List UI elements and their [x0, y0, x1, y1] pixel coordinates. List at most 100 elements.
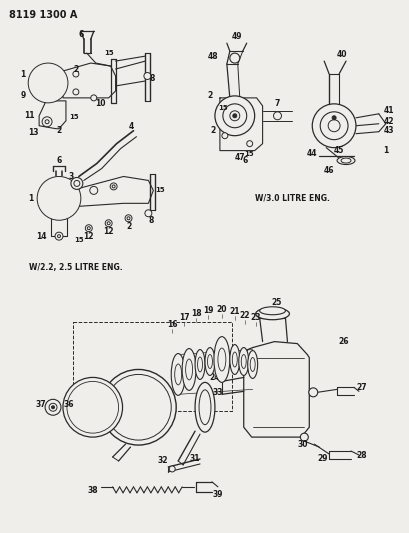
- Text: 15: 15: [155, 188, 165, 193]
- Text: 3: 3: [68, 172, 73, 181]
- Text: 16: 16: [166, 320, 177, 329]
- Circle shape: [169, 466, 175, 472]
- Text: 15: 15: [103, 50, 113, 56]
- Text: 15: 15: [74, 237, 83, 243]
- Text: 6: 6: [56, 156, 61, 165]
- Circle shape: [63, 377, 122, 437]
- Circle shape: [246, 141, 252, 147]
- Circle shape: [74, 181, 80, 187]
- Circle shape: [105, 220, 112, 227]
- Text: 35: 35: [95, 403, 106, 412]
- Ellipse shape: [207, 354, 212, 368]
- Text: 47: 47: [234, 153, 245, 162]
- Ellipse shape: [37, 176, 81, 220]
- Text: 10: 10: [95, 99, 106, 108]
- Circle shape: [229, 53, 239, 63]
- Ellipse shape: [229, 345, 239, 375]
- Circle shape: [39, 179, 79, 218]
- Text: 19: 19: [202, 306, 213, 315]
- Text: 2: 2: [207, 91, 212, 100]
- Text: 29: 29: [316, 455, 327, 464]
- Circle shape: [89, 403, 97, 411]
- Ellipse shape: [255, 308, 289, 320]
- Ellipse shape: [195, 382, 214, 432]
- Circle shape: [214, 96, 254, 136]
- Text: 49: 49: [231, 31, 241, 41]
- Text: 43: 43: [382, 126, 393, 135]
- Text: 34: 34: [90, 425, 101, 434]
- Text: 20: 20: [216, 305, 227, 314]
- Ellipse shape: [217, 348, 225, 371]
- Circle shape: [53, 192, 65, 204]
- Circle shape: [232, 114, 236, 118]
- Text: 4: 4: [128, 122, 134, 131]
- Text: 30: 30: [297, 440, 307, 449]
- Text: 15: 15: [243, 151, 253, 157]
- Ellipse shape: [171, 353, 185, 395]
- Circle shape: [308, 388, 317, 397]
- Text: 1: 1: [29, 194, 34, 203]
- Circle shape: [37, 72, 59, 94]
- Circle shape: [111, 381, 165, 434]
- Ellipse shape: [28, 63, 68, 103]
- Circle shape: [144, 72, 151, 79]
- Circle shape: [136, 405, 141, 410]
- Text: 8: 8: [148, 216, 154, 225]
- Circle shape: [67, 382, 118, 433]
- Text: 14: 14: [36, 232, 46, 241]
- Text: 8: 8: [149, 75, 155, 84]
- Text: 8119 1300 A: 8119 1300 A: [9, 10, 78, 20]
- Ellipse shape: [232, 352, 237, 367]
- Ellipse shape: [174, 364, 181, 385]
- Text: 39: 39: [212, 490, 222, 499]
- Text: 2: 2: [210, 126, 215, 135]
- Text: 23: 23: [250, 313, 260, 322]
- Circle shape: [55, 232, 63, 240]
- Text: 11: 11: [24, 111, 34, 120]
- Circle shape: [122, 391, 154, 423]
- Text: 25: 25: [271, 298, 281, 308]
- Text: 15: 15: [69, 114, 79, 120]
- Circle shape: [83, 397, 102, 417]
- Text: 42: 42: [382, 117, 393, 126]
- Text: 1: 1: [382, 146, 387, 155]
- Circle shape: [221, 133, 227, 139]
- Text: 13: 13: [28, 128, 38, 137]
- Text: 22: 22: [239, 311, 249, 320]
- Circle shape: [331, 116, 335, 120]
- Circle shape: [319, 112, 347, 140]
- Circle shape: [87, 227, 90, 230]
- Circle shape: [229, 111, 239, 121]
- Circle shape: [56, 196, 61, 201]
- Circle shape: [46, 81, 50, 85]
- Circle shape: [90, 187, 97, 195]
- Text: 7: 7: [274, 99, 279, 108]
- Circle shape: [42, 117, 52, 127]
- Text: 28: 28: [356, 450, 366, 459]
- Text: 38: 38: [87, 486, 98, 495]
- Text: 46: 46: [323, 166, 334, 175]
- Text: 17: 17: [178, 313, 189, 322]
- Text: 21: 21: [229, 307, 239, 316]
- Circle shape: [112, 185, 115, 188]
- Ellipse shape: [204, 348, 214, 375]
- Circle shape: [30, 65, 66, 101]
- Ellipse shape: [238, 348, 248, 375]
- Circle shape: [101, 369, 176, 445]
- Text: W/2.2, 2.5 LITRE ENG.: W/2.2, 2.5 LITRE ENG.: [29, 263, 123, 272]
- Circle shape: [43, 78, 53, 88]
- Text: 44: 44: [306, 149, 317, 158]
- Circle shape: [46, 185, 72, 211]
- Ellipse shape: [185, 359, 192, 380]
- Circle shape: [312, 104, 355, 148]
- Ellipse shape: [198, 390, 211, 425]
- Ellipse shape: [336, 157, 354, 165]
- Circle shape: [52, 406, 54, 409]
- Circle shape: [131, 400, 145, 414]
- Text: 9: 9: [20, 91, 26, 100]
- Circle shape: [45, 399, 61, 415]
- Text: 12: 12: [83, 232, 94, 241]
- Circle shape: [107, 222, 110, 225]
- Text: 2: 2: [56, 126, 61, 135]
- Text: 48: 48: [207, 52, 218, 61]
